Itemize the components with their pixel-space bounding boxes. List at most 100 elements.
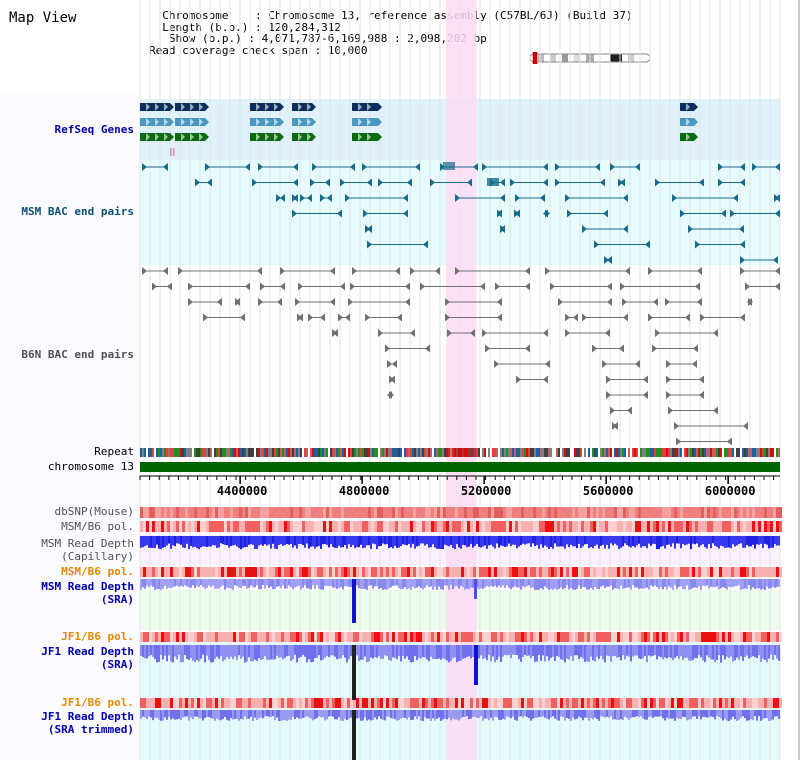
msm-b6-pol-strip: [710, 521, 713, 532]
msm-b6-pol-strip: [560, 567, 563, 577]
jf1-sra-depth: [672, 645, 674, 661]
msm-capillary-depth: [224, 536, 226, 545]
msm-sra-depth: [310, 579, 312, 590]
jf1-sra-depth: [142, 645, 144, 658]
jf1-b6-pol-strip: [692, 632, 695, 642]
msm-b6-pol-strip: [542, 567, 545, 577]
msm-capillary-depth: [252, 536, 254, 545]
jf1-b6-pol-strip: [698, 632, 701, 642]
jf1-b6-pol-strip: [779, 632, 782, 642]
b6n-bac-pair: [365, 313, 402, 322]
msm-b6-pol-strip: [584, 567, 587, 577]
jf1-b6-pol-strip: [206, 698, 209, 708]
msm-b6-pol-strip: [650, 521, 653, 532]
jf1-sra-depth: [630, 645, 632, 662]
jf1-b6-pol-strip: [443, 698, 446, 708]
jf1-b6-pol-strip: [239, 698, 242, 708]
msm-capillary-depth: [542, 536, 544, 548]
jf1-trim-depth: [698, 710, 700, 717]
msm-capillary-depth: [386, 536, 388, 545]
msm-b6-pol-strip: [284, 521, 287, 532]
jf1-trim-depth: [742, 710, 744, 717]
jf1-trim-depth: [618, 710, 620, 721]
msm-b6-pol-strip: [455, 567, 458, 577]
jf1-b6-pol-strip: [710, 698, 713, 708]
msm-b6-pol-strip: [563, 521, 566, 532]
msm-b6-pol-strip: [287, 567, 290, 577]
msm-sra-depth: [192, 579, 194, 586]
msm-b6-pol-strip: [272, 567, 275, 577]
jf1-trim-depth: [652, 710, 654, 718]
jf1-trim-depth: [460, 710, 462, 719]
jf1-sra-depth: [686, 645, 688, 658]
jf1-trim-depth: [606, 710, 608, 717]
repeat-element: [188, 448, 190, 457]
jf1-trim-depth: [220, 710, 222, 721]
jf1-b6-pol-strip: [323, 698, 326, 708]
jf1-sra-depth: [446, 645, 448, 661]
jf1-b6-pol-strip: [473, 698, 476, 708]
dbsnp-strip: [590, 507, 593, 518]
dbsnp-strip: [302, 507, 305, 518]
msm-b6-pol-strip: [656, 521, 659, 532]
jf1-b6-pol-strip: [416, 632, 419, 642]
repeat-element: [644, 448, 646, 457]
jf1-b6-pol-strip: [683, 632, 686, 642]
msm-sra-depth: [404, 579, 406, 588]
msm-b6-pol-strip: [230, 521, 233, 532]
jf1-b6-pol-strip: [182, 632, 185, 642]
jf1-b6-pol-strip: [425, 698, 428, 708]
repeat-element: [526, 448, 528, 457]
jf1-sra-depth: [182, 645, 184, 663]
msm-capillary-depth: [484, 536, 486, 546]
jf1-sra-depth: [696, 645, 698, 659]
repeat-element: [388, 448, 390, 457]
msm-sra-depth: [306, 579, 308, 589]
msm-b6-pol-strip: [725, 521, 728, 532]
jf1-b6-pol-strip: [632, 698, 635, 708]
msm-capillary-depth: [580, 536, 582, 549]
repeat-element: [140, 448, 142, 457]
msm-capillary-depth: [766, 536, 768, 545]
jf1-b6-pol-strip: [158, 632, 161, 642]
msm-b6-pol-strip: [308, 567, 311, 577]
dbsnp-strip: [569, 507, 572, 518]
jf1-b6-pol-strip: [332, 698, 335, 708]
repeat-element: [602, 448, 604, 457]
msm-sra-depth: [252, 579, 254, 588]
msm-b6-pol-strip: [671, 521, 674, 532]
msm-sra-depth: [702, 579, 704, 586]
repeat-element: [716, 448, 718, 457]
msm-b6-pol-strip: [431, 567, 434, 577]
jf1-trim-depth: [632, 710, 634, 718]
jf1-sra-depth: [312, 645, 314, 662]
msm-sra-depth: [372, 579, 374, 589]
jf1-sra-depth: [320, 645, 322, 661]
msm-capillary-depth: [550, 536, 552, 547]
jf1-sra-depth: [492, 645, 494, 657]
msm-b6-pol-strip: [629, 567, 632, 577]
dbsnp-strip: [500, 507, 503, 518]
repeat-element: [212, 448, 214, 457]
jf1-b6-pol-strip: [446, 698, 449, 708]
jf1-trim-depth: [438, 710, 440, 718]
b6n-bac-pair: [188, 282, 250, 291]
msm-b6-pol-strip: [293, 521, 296, 532]
jf1-trim-depth: [246, 710, 248, 719]
dbsnp-strip: [398, 507, 401, 518]
jf1-sra-depth: [604, 645, 606, 663]
jf1-b6-pol-strip: [284, 698, 287, 708]
dbsnp-strip: [773, 507, 776, 518]
msm-capillary-depth: [606, 536, 608, 545]
jf1-trim-depth: [392, 710, 394, 719]
msm-b6-pol-strip: [149, 521, 152, 532]
jf1-trim-depth: [450, 710, 452, 721]
jf1-sra-depth: [412, 645, 414, 663]
msm-b6-pol-strip: [467, 567, 470, 577]
dbsnp-strip: [536, 507, 539, 518]
jf1-b6-pol-strip: [689, 698, 692, 708]
jf1-sra-depth: [750, 645, 752, 658]
jf1-b6-pol-strip: [290, 698, 293, 708]
msm-sra-depth: [502, 579, 504, 586]
